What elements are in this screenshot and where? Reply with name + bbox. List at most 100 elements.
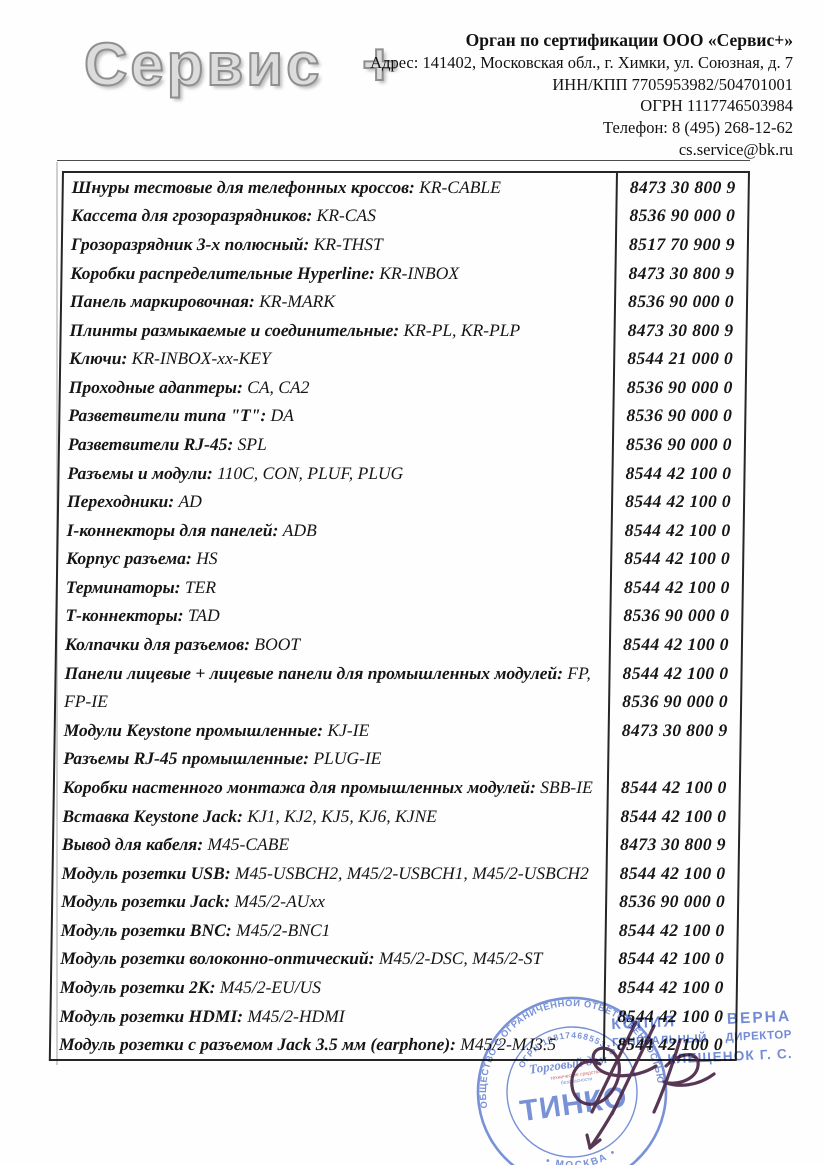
- table-row: Терминаторы: TER 8544 42 100 0: [58, 573, 743, 602]
- director-word: ДИРЕКТОР: [725, 1028, 793, 1044]
- product-models: M45-USBCH2, M45/2-USBCH1, M45/2-USBCH2: [230, 862, 590, 883]
- product-models: KR-CAS: [312, 205, 377, 226]
- product-label: Модуль розетки BNC:: [60, 919, 232, 940]
- product-label: Модуль розетки волоконно-оптический:: [60, 948, 375, 969]
- table-row: Колпачки для разъемов: BOOT 8544 42 100 …: [57, 630, 742, 659]
- table-row: FP-IE 8536 90 000 0: [56, 687, 741, 716]
- table-row: Модуль розетки USB: M45-USBCH2, M45/2-US…: [53, 858, 738, 888]
- table-row: Проходные адаптеры: CA, CA2 8536 90 000 …: [61, 373, 746, 402]
- table-row: Вставка Keystone Jack: KJ1, KJ2, KJ5, KJ…: [54, 801, 739, 831]
- product-label: Модуль розетки 2К:: [59, 976, 216, 997]
- product-label: Корпус разъема:: [66, 548, 192, 569]
- product-cell: Модуль розетки Jack: M45/2-AUxx: [53, 891, 605, 912]
- product-models: BOOT: [249, 634, 301, 655]
- product-cell: Т-коннекторы: TAD: [57, 605, 609, 626]
- hs-code-cell: 8544 42 100 0: [604, 944, 737, 974]
- table-row: Коробки настенного монтажа для промышлен…: [55, 773, 740, 802]
- hs-code-cell: 8544 42 100 0: [608, 630, 742, 659]
- org-email: cs.service@bk.ru: [678, 139, 793, 159]
- stamp-inner-ring: [506, 1026, 638, 1158]
- product-label: Модуль розетки с разъемом Jack 3.5 мм (e…: [58, 1034, 457, 1055]
- hs-code-cell: 8544 42 100 0: [610, 487, 744, 516]
- product-models: KR-INBOX-xx-KEY: [127, 348, 271, 369]
- product-label: Модуль розетки USB:: [61, 862, 231, 883]
- hs-code-cell: 8517 70 900 9: [614, 230, 748, 259]
- product-label: Ключи:: [69, 348, 128, 369]
- stamp-small-text-2: безопасности: [560, 1076, 592, 1086]
- horizontal-rule: [57, 160, 750, 162]
- hs-code-cell: 8536 90 000 0: [607, 687, 741, 716]
- product-code-table: Шнуры тестовые для телефонных кроссов: K…: [48, 171, 751, 1061]
- org-inn-kpp: ИНН/КПП 7705953982/504701001: [552, 74, 793, 94]
- product-label: Разъемы и модули:: [67, 462, 214, 483]
- product-label: Плинты размыкаемые и соединительные:: [69, 319, 400, 340]
- hs-code-cell: 8536 90 000 0: [615, 201, 748, 231]
- product-models: SPL: [233, 433, 267, 454]
- hs-code-cell: 8544 42 100 0: [610, 544, 743, 574]
- product-label: Панель маркировочная:: [69, 291, 255, 312]
- hs-code-cell: 8544 42 100 0: [604, 916, 737, 945]
- product-label: Модули Keystone промышленные:: [63, 719, 324, 740]
- product-models: SBB-IE: [535, 776, 593, 797]
- table-row: Разъемы RJ-45 промышленные: PLUG-IE: [55, 744, 740, 774]
- copy-verified-stamp: КОПИЯ ВЕРНА ГЕНЕРАЛЬНЫЙ ДИРЕКТОР КЛЕЩЕНО…: [611, 1008, 793, 1069]
- product-cell: Разветвители типа "Т": DA: [60, 405, 612, 426]
- product-models: M45/2-EU/US: [215, 976, 322, 997]
- product-cell: Проходные адаптеры: CA, CA2: [61, 377, 613, 398]
- product-models: KR-INBOX: [374, 262, 460, 283]
- table-row: Модуль розетки волоконно-оптический: M45…: [52, 944, 737, 974]
- product-models: AD: [174, 491, 203, 512]
- product-cell: Разъемы и модули: 110C, CON, PLUF, PLUG: [59, 463, 611, 484]
- org-phone: Телефон: 8 (495) 268-12-62: [603, 118, 793, 138]
- table-row: Плинты размыкаемые и соединительные: KR-…: [61, 315, 746, 345]
- hs-code-cell: 8536 90 000 0: [609, 601, 742, 631]
- table-row: Коробки распределительные Hyperline: KR-…: [62, 258, 747, 288]
- product-cell: Коробки настенного монтажа для промышлен…: [55, 777, 607, 798]
- hs-code-cell: [607, 744, 740, 774]
- product-cell: Плинты размыкаемые и соединительные: KR-…: [61, 320, 613, 341]
- table-row: Панели лицевые + лицевые панели для пром…: [56, 658, 741, 688]
- table-row: Вывод для кабеля: M45-CABE 8473 30 800 9: [54, 830, 739, 859]
- product-models: 110C, CON, PLUF, PLUG: [212, 462, 404, 483]
- hs-code-cell: 8473 30 800 9: [613, 315, 746, 345]
- product-label: Модуль розетки Jack:: [61, 891, 231, 912]
- product-cell: Разветвители RJ-45: SPL: [60, 434, 612, 455]
- product-label: Модуль розетки HDMI:: [59, 1005, 244, 1026]
- table-row: Т-коннекторы: TAD 8536 90 000 0: [57, 601, 742, 631]
- product-models: KR-THST: [309, 233, 383, 254]
- product-models: KR-PL, KR-PLP: [399, 319, 521, 340]
- product-label: Терминаторы:: [65, 576, 181, 597]
- product-cell: Модули Keystone промышленные: KJ-IE: [56, 720, 608, 741]
- product-models: FP-IE: [63, 691, 109, 712]
- product-label: Разветвители RJ-45:: [67, 433, 234, 454]
- table-row: Разветвители типа "Т": DA 8536 90 000 0: [60, 401, 745, 431]
- table-row: Разветвители RJ-45: SPL 8536 90 000 0: [60, 430, 745, 459]
- hs-code-cell: 8544 21 000 0: [613, 344, 746, 374]
- product-models: CA, CA2: [242, 376, 310, 397]
- hs-code-cell: 8544 42 100 0: [610, 515, 743, 545]
- product-models: TER: [180, 576, 217, 597]
- product-label: Переходники:: [66, 491, 175, 512]
- table-row: Модули Keystone промышленные: KJ-IE 8473…: [55, 715, 740, 745]
- hs-code-cell: 8544 42 100 0: [609, 573, 743, 602]
- product-cell: I-коннекторы для панелей: ADB: [59, 520, 611, 541]
- product-models: KR-CABLE: [414, 176, 502, 197]
- hs-code-cell: 8473 30 800 9: [607, 715, 740, 745]
- product-models: M45/2-AUxx: [230, 891, 326, 912]
- hs-code-cell: 8473 30 800 9: [614, 258, 747, 288]
- product-models: M45-CABE: [202, 834, 290, 855]
- product-cell: FP-IE: [56, 691, 608, 712]
- product-label: Проходные адаптеры:: [68, 376, 244, 397]
- product-models: M45/2-BNC1: [231, 919, 331, 940]
- scan-fold-line: [56, 162, 58, 1065]
- product-cell: Панель маркировочная: KR-MARK: [62, 291, 614, 312]
- table-row: Модуль розетки Jack: M45/2-AUxx 8536 90 …: [53, 887, 738, 917]
- product-cell: Переходники: AD: [59, 491, 611, 512]
- product-models: FP,: [562, 662, 592, 683]
- product-cell: Корпус разъема: HS: [58, 548, 610, 569]
- product-cell: Модуль розетки BNC: M45/2-BNC1: [53, 920, 605, 941]
- product-cell: Колпачки для разъемов: BOOT: [57, 634, 609, 655]
- product-models: M45/2-DSC, M45/2-ST: [374, 948, 543, 969]
- product-cell: Шнуры тестовые для телефонных кроссов: K…: [64, 177, 616, 198]
- table-row: Ключи: KR-INBOX-xx-KEY 8544 21 000 0: [61, 344, 746, 374]
